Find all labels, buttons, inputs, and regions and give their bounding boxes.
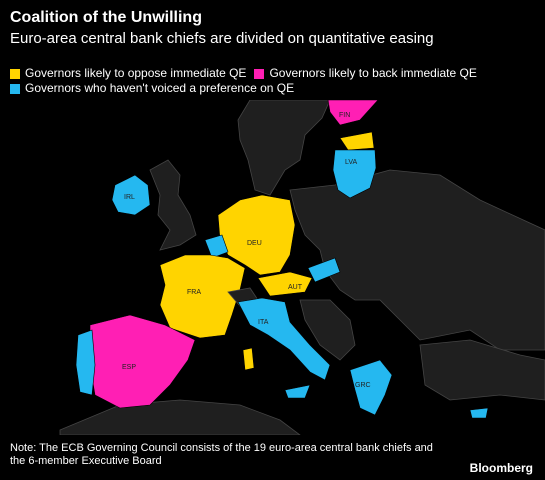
- legend-swatch-oppose: [10, 68, 20, 79]
- eastern-europe: [289, 169, 545, 351]
- country-aut: [257, 271, 313, 297]
- legend: Governors likely to oppose immediate QE …: [10, 66, 485, 96]
- label-irl: IRL: [124, 194, 135, 201]
- country-fin: [327, 100, 379, 126]
- label-grc: GRC: [355, 382, 371, 389]
- country-est: [339, 131, 375, 151]
- balkans: [299, 299, 356, 361]
- north-africa: [59, 399, 301, 435]
- label-fin: FIN: [339, 112, 350, 119]
- legend-item-back: Governors likely to back immediate QE: [254, 66, 477, 81]
- country-cyprus: [469, 407, 489, 419]
- scandinavia: [237, 100, 331, 196]
- legend-swatch-back: [254, 68, 265, 79]
- country-ita: [237, 297, 331, 381]
- legend-item-none: Governors who haven't voiced a preferenc…: [10, 81, 294, 96]
- legend-label-oppose: Governors likely to oppose immediate QE: [25, 66, 247, 80]
- country-prt: [75, 329, 96, 396]
- country-fra: [159, 254, 246, 339]
- legend-label-none: Governors who haven't voiced a preferenc…: [25, 81, 295, 95]
- chart-subtitle: Euro-area central bank chiefs are divide…: [10, 30, 434, 47]
- country-irl: [111, 174, 151, 216]
- country-grc: [349, 359, 393, 416]
- label-esp: ESP: [122, 364, 136, 371]
- great-britain: [149, 159, 197, 251]
- country-sicily: [284, 384, 311, 399]
- label-fra: FRA: [187, 289, 201, 296]
- country-sardinia: [242, 347, 255, 371]
- label-ita: ITA: [258, 319, 269, 326]
- non-euro-land: [59, 100, 545, 435]
- label-deu: DEU: [247, 240, 262, 247]
- country-svk: [307, 257, 341, 283]
- legend-swatch-none: [10, 83, 20, 94]
- label-aut: AUT: [288, 284, 303, 291]
- chart-title: Coalition of the Unwilling: [10, 9, 202, 26]
- country-esp: [89, 314, 196, 409]
- country-bel: [204, 234, 229, 259]
- legend-item-oppose: Governors likely to oppose immediate QE: [10, 66, 246, 81]
- footnote: Note: The ECB Governing Council consists…: [10, 442, 433, 467]
- legend-label-back: Governors likely to back immediate QE: [269, 66, 477, 80]
- country-lva-ltu: [332, 149, 377, 199]
- turkey: [419, 339, 545, 401]
- europe-map: FIN LVA IRL DEU FRA AUT ITA ESP GRC: [59, 100, 545, 435]
- label-lva: LVA: [345, 159, 358, 166]
- bloomberg-logo: Bloomberg: [469, 461, 533, 475]
